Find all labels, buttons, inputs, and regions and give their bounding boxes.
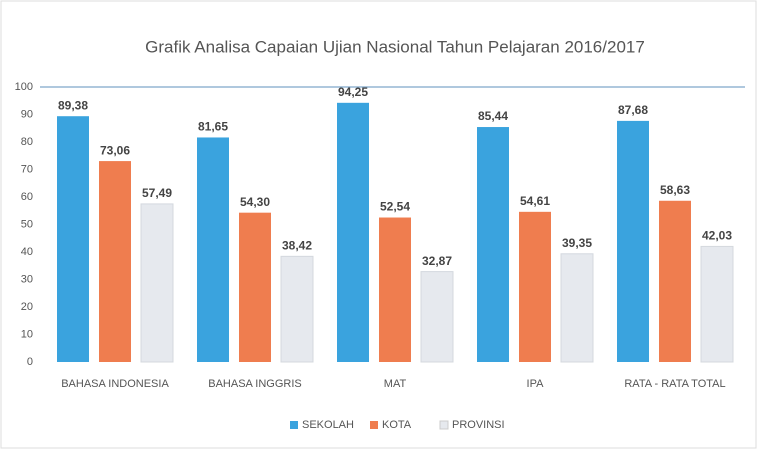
- bar: [659, 200, 691, 362]
- bar: [337, 102, 369, 362]
- x-tick-label: BAHASA INDONESIA: [61, 378, 169, 390]
- y-tick-label: 60: [21, 191, 33, 203]
- value-label: 39,35: [562, 236, 592, 250]
- legend-label: PROVINSI: [452, 419, 505, 431]
- legend-label: SEKOLAH: [302, 419, 354, 431]
- value-label: 54,61: [520, 194, 550, 208]
- value-label: 87,68: [618, 103, 648, 117]
- value-label: 89,38: [58, 98, 88, 112]
- bar: [560, 253, 594, 363]
- bar: [99, 161, 131, 362]
- bar: [420, 271, 454, 363]
- value-label: 57,49: [142, 186, 172, 200]
- y-tick-label: 0: [27, 356, 33, 368]
- y-tick-label: 50: [21, 218, 33, 230]
- value-label: 85,44: [478, 109, 508, 123]
- value-label: 58,63: [660, 183, 690, 197]
- bar: [617, 120, 649, 362]
- y-tick-label: 20: [21, 301, 33, 313]
- bar: [140, 203, 174, 363]
- legend-swatch: [439, 420, 449, 430]
- bar: [700, 245, 734, 363]
- x-tick-label: IPA: [527, 378, 545, 390]
- x-tick-label: RATA - RATA TOTAL: [624, 378, 725, 390]
- chart-title: Grafik Analisa Capaian Ujian Nasional Ta…: [145, 37, 645, 56]
- x-tick-label: BAHASA INGGRIS: [208, 378, 302, 390]
- y-tick-label: 80: [21, 136, 33, 148]
- bar: [280, 255, 314, 363]
- y-tick-label: 100: [15, 81, 33, 93]
- y-tick-label: 30: [21, 273, 33, 285]
- bar: [57, 116, 89, 362]
- y-tick-label: 40: [21, 246, 33, 258]
- bar: [197, 137, 229, 362]
- value-label: 42,03: [702, 229, 732, 243]
- bar: [379, 217, 411, 362]
- value-label: 81,65: [198, 120, 228, 134]
- value-label: 38,42: [282, 239, 312, 253]
- y-tick-label: 90: [21, 108, 33, 120]
- x-tick-label: MAT: [384, 378, 407, 390]
- value-label: 32,87: [422, 254, 452, 268]
- value-label: 73,06: [100, 143, 130, 157]
- y-tick-label: 70: [21, 163, 33, 175]
- y-tick-label: 10: [21, 328, 33, 340]
- legend-label: KOTA: [382, 419, 412, 431]
- value-label: 52,54: [380, 200, 410, 214]
- legend-swatch: [370, 421, 378, 429]
- bar: [519, 211, 551, 362]
- bar: [477, 127, 509, 362]
- value-label: 94,25: [338, 85, 368, 99]
- legend-swatch: [290, 421, 298, 429]
- value-label: 54,30: [240, 195, 270, 209]
- bar: [239, 212, 271, 362]
